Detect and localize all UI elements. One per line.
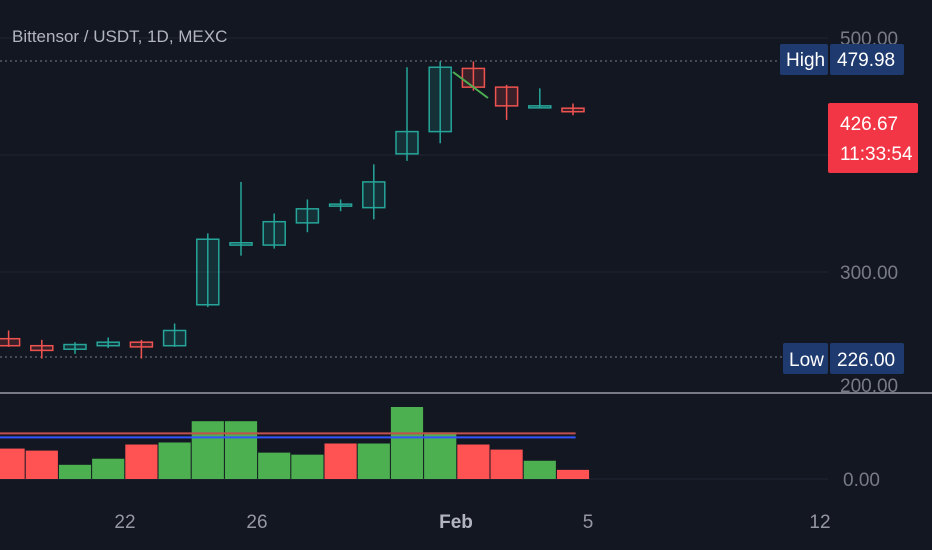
- candle[interactable]: [528, 88, 552, 109]
- candle-body: [63, 343, 87, 350]
- volume-bars: [0, 407, 590, 479]
- candle-body: [528, 105, 552, 109]
- candle[interactable]: [362, 164, 386, 220]
- candle[interactable]: [561, 103, 585, 116]
- volume-bar[interactable]: [324, 443, 357, 479]
- candle-body: [494, 86, 519, 107]
- countdown-timer: 11:33:54: [840, 144, 913, 165]
- candle-body: [196, 238, 220, 306]
- last-price-tag: 426.67 11:33:54: [828, 103, 918, 173]
- x-tick-12: 12: [809, 512, 830, 533]
- trend-annotation: [452, 71, 489, 99]
- candle[interactable]: [196, 233, 220, 308]
- candle-body: [395, 130, 419, 155]
- high-tag: High 479.98: [780, 44, 904, 75]
- volume-bar[interactable]: [191, 421, 224, 479]
- candle[interactable]: [96, 337, 120, 349]
- low-tag: Low 226.00: [783, 343, 904, 374]
- candle[interactable]: [395, 67, 419, 161]
- volume-bar[interactable]: [25, 450, 58, 479]
- candle-body: [262, 220, 286, 246]
- volume-bar[interactable]: [291, 454, 324, 479]
- volume-bar[interactable]: [58, 464, 92, 479]
- volume-bar[interactable]: [556, 469, 590, 479]
- candle-body: [162, 329, 187, 347]
- candle[interactable]: [328, 199, 353, 212]
- volume-bar[interactable]: [457, 444, 490, 479]
- candle-body: [362, 181, 386, 209]
- candle[interactable]: [162, 323, 187, 347]
- high-value: 479.98: [837, 50, 895, 71]
- candle[interactable]: [30, 339, 54, 359]
- candle-body: [0, 337, 21, 347]
- volume-bar[interactable]: [490, 449, 523, 479]
- volume-bar[interactable]: [224, 421, 258, 479]
- candle-body: [328, 203, 353, 207]
- candle[interactable]: [494, 84, 519, 120]
- y-tick-300: 300.00: [840, 263, 898, 284]
- candle[interactable]: [129, 339, 154, 359]
- volume-bar[interactable]: [158, 442, 191, 479]
- candle[interactable]: [295, 199, 320, 233]
- candle[interactable]: [0, 330, 21, 347]
- last-price-value: 426.67: [840, 114, 898, 135]
- x-tick-22: 22: [114, 512, 135, 533]
- y-tick-200: 200.00: [840, 376, 898, 397]
- candle-body: [96, 341, 120, 347]
- volume-bar[interactable]: [424, 432, 457, 479]
- volume-bar[interactable]: [523, 460, 556, 479]
- volume-bar[interactable]: [258, 452, 291, 479]
- candle-body: [461, 67, 486, 88]
- candles: [0, 61, 585, 359]
- candle-body: [229, 242, 253, 246]
- volume-y-tick-0: 0.00: [843, 470, 880, 491]
- x-tick-feb: Feb: [439, 512, 473, 533]
- candle[interactable]: [428, 61, 452, 144]
- volume-bar[interactable]: [125, 444, 158, 479]
- candle-body: [129, 341, 154, 348]
- candle[interactable]: [63, 342, 87, 354]
- candle-body: [30, 344, 54, 352]
- price-gridlines: [0, 37, 828, 273]
- candle[interactable]: [262, 213, 286, 249]
- high-label: High: [786, 50, 825, 71]
- x-tick-26: 26: [246, 512, 267, 533]
- volume-bar[interactable]: [390, 407, 424, 479]
- candle-body: [561, 107, 585, 113]
- x-tick-5: 5: [583, 512, 594, 533]
- low-label: Low: [789, 350, 824, 371]
- volume-bar[interactable]: [92, 458, 125, 479]
- candle-body: [428, 66, 452, 133]
- candle[interactable]: [229, 181, 253, 256]
- volume-bar[interactable]: [357, 443, 390, 479]
- volume-bar[interactable]: [0, 448, 25, 479]
- low-value: 226.00: [837, 350, 895, 371]
- chart-title: Bittensor / USDT, 1D, MEXC: [12, 27, 228, 46]
- candle-body: [295, 208, 320, 224]
